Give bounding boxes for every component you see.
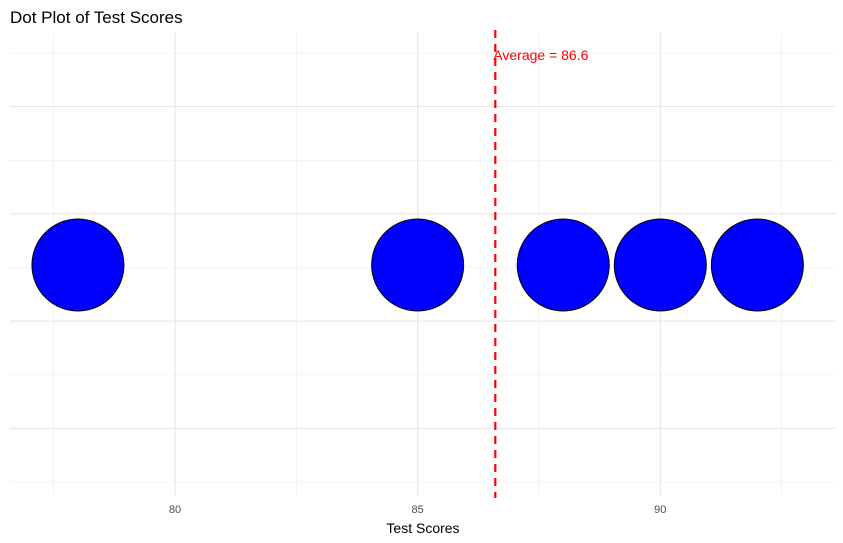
data-point [710, 218, 804, 312]
chart-title: Dot Plot of Test Scores [10, 8, 183, 27]
data-point [31, 218, 125, 312]
data-point [516, 218, 610, 312]
x-tick-label: 85 [412, 504, 424, 516]
x-tick-label: 80 [169, 504, 181, 516]
x-axis-label: Test Scores [386, 520, 459, 536]
data-point [371, 218, 465, 312]
x-tick-labels: 80 85 90 [169, 504, 667, 516]
x-tick-label: 90 [654, 504, 666, 516]
average-annotation: Average = 86.6 [493, 47, 588, 63]
data-point [613, 218, 707, 312]
data-points [31, 218, 804, 312]
